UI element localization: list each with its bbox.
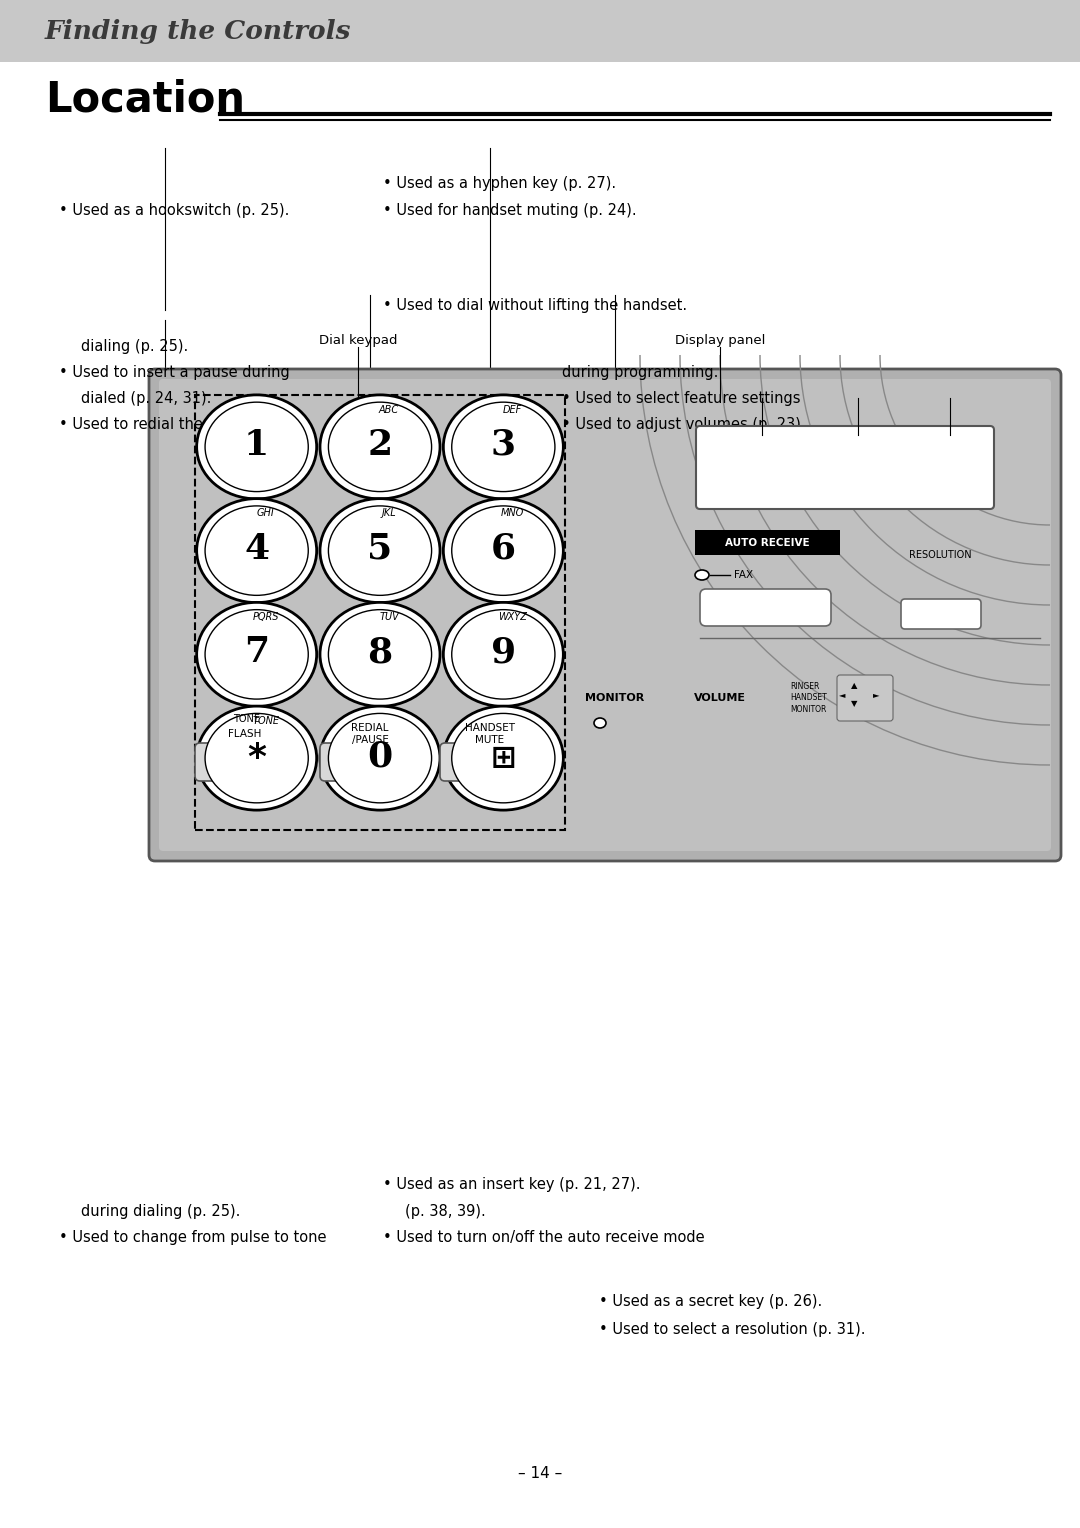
Text: GHI: GHI xyxy=(257,509,274,518)
Ellipse shape xyxy=(451,506,555,596)
Ellipse shape xyxy=(328,506,432,596)
Ellipse shape xyxy=(443,394,564,498)
Text: DEF: DEF xyxy=(502,405,522,414)
Text: ⊞: ⊞ xyxy=(490,744,516,773)
FancyBboxPatch shape xyxy=(700,588,831,626)
Text: REDIAL: REDIAL xyxy=(351,723,389,733)
Text: JKL: JKL xyxy=(381,509,396,518)
Ellipse shape xyxy=(594,718,606,727)
Text: ►: ► xyxy=(873,691,879,700)
Text: AUTO RECEIVE: AUTO RECEIVE xyxy=(725,538,810,547)
Bar xyxy=(195,396,565,830)
Text: – 14 –: – 14 – xyxy=(518,1465,562,1481)
Text: RINGER
HANDSET
MONITOR: RINGER HANDSET MONITOR xyxy=(789,681,827,714)
Ellipse shape xyxy=(443,602,564,706)
Ellipse shape xyxy=(451,610,555,700)
Text: FAX: FAX xyxy=(734,570,753,581)
Ellipse shape xyxy=(205,610,308,700)
FancyBboxPatch shape xyxy=(696,426,994,509)
Text: FLASH: FLASH xyxy=(228,729,261,740)
Bar xyxy=(696,530,840,555)
Text: during dialing (p. 25).: during dialing (p. 25). xyxy=(81,1204,241,1219)
Ellipse shape xyxy=(696,570,708,581)
Text: (p. 38, 39).: (p. 38, 39). xyxy=(405,1204,486,1219)
FancyBboxPatch shape xyxy=(320,743,420,781)
FancyBboxPatch shape xyxy=(901,599,981,630)
Text: MONITOR: MONITOR xyxy=(585,694,645,703)
Text: • Used to change from pulse to tone: • Used to change from pulse to tone xyxy=(59,1230,327,1245)
Text: 3: 3 xyxy=(490,428,516,461)
Ellipse shape xyxy=(320,706,440,810)
Text: VOLUME: VOLUME xyxy=(694,694,746,703)
Text: • Used to select a resolution (p. 31).: • Used to select a resolution (p. 31). xyxy=(599,1322,866,1337)
Text: ▼: ▼ xyxy=(851,700,858,709)
FancyBboxPatch shape xyxy=(159,379,1051,851)
Ellipse shape xyxy=(197,706,316,810)
Ellipse shape xyxy=(328,402,432,492)
Ellipse shape xyxy=(205,714,308,802)
FancyBboxPatch shape xyxy=(195,743,295,781)
Ellipse shape xyxy=(451,402,555,492)
Text: • Used as a secret key (p. 26).: • Used as a secret key (p. 26). xyxy=(599,1294,823,1309)
Text: Location: Location xyxy=(45,79,245,121)
Ellipse shape xyxy=(320,602,440,706)
Text: Dial keypad: Dial keypad xyxy=(319,335,397,347)
Text: 9: 9 xyxy=(490,636,516,669)
Ellipse shape xyxy=(328,714,432,802)
Ellipse shape xyxy=(197,394,316,498)
Text: ABC: ABC xyxy=(379,405,400,414)
Text: during programming.: during programming. xyxy=(562,365,718,380)
Text: 4: 4 xyxy=(244,532,269,565)
Text: Display panel: Display panel xyxy=(675,335,766,347)
Text: • Used to insert a pause during: • Used to insert a pause during xyxy=(59,365,291,380)
Bar xyxy=(0,0,1080,63)
Ellipse shape xyxy=(320,498,440,602)
Ellipse shape xyxy=(197,498,316,602)
Text: 6: 6 xyxy=(490,532,516,565)
Text: *: * xyxy=(247,741,266,775)
Text: Finding the Controls: Finding the Controls xyxy=(45,18,351,43)
Text: dialed (p. 24, 31).: dialed (p. 24, 31). xyxy=(81,391,212,406)
FancyBboxPatch shape xyxy=(149,368,1061,860)
Text: MNO: MNO xyxy=(501,509,524,518)
Text: PQRS: PQRS xyxy=(253,613,279,622)
Ellipse shape xyxy=(320,394,440,498)
Ellipse shape xyxy=(205,402,308,492)
Text: • Used as an insert key (p. 21, 27).: • Used as an insert key (p. 21, 27). xyxy=(383,1177,640,1192)
Text: 8: 8 xyxy=(367,636,392,669)
Text: dialing (p. 25).: dialing (p. 25). xyxy=(81,339,188,354)
Text: • Used as a hyphen key (p. 27).: • Used as a hyphen key (p. 27). xyxy=(383,176,617,191)
Text: MUTE: MUTE xyxy=(475,735,504,746)
Text: • Used to redial the last number: • Used to redial the last number xyxy=(59,417,297,432)
Text: 0: 0 xyxy=(367,740,393,773)
Text: TONE: TONE xyxy=(252,717,279,726)
Text: 7: 7 xyxy=(244,636,269,669)
Text: WXYZ: WXYZ xyxy=(498,613,527,622)
Ellipse shape xyxy=(197,602,316,706)
Text: • Used to adjust volumes (p. 23).: • Used to adjust volumes (p. 23). xyxy=(562,417,806,432)
Text: • Used to dial without lifting the handset.: • Used to dial without lifting the hands… xyxy=(383,298,688,313)
Ellipse shape xyxy=(205,506,308,596)
Ellipse shape xyxy=(451,714,555,802)
Text: ◄: ◄ xyxy=(839,691,846,700)
Ellipse shape xyxy=(328,610,432,700)
FancyBboxPatch shape xyxy=(837,675,893,721)
Text: ▲: ▲ xyxy=(851,681,858,691)
Text: TONE: TONE xyxy=(232,714,259,724)
Text: • Used for handset muting (p. 24).: • Used for handset muting (p. 24). xyxy=(383,203,637,219)
Text: • Used to turn on/off the auto receive mode: • Used to turn on/off the auto receive m… xyxy=(383,1230,705,1245)
Text: RESOLUTION: RESOLUTION xyxy=(908,550,971,559)
Text: 1: 1 xyxy=(244,428,269,461)
Ellipse shape xyxy=(443,498,564,602)
Text: 5: 5 xyxy=(367,532,393,565)
Text: TUV: TUV xyxy=(379,613,399,622)
Text: 2: 2 xyxy=(367,428,392,461)
Ellipse shape xyxy=(443,706,564,810)
FancyBboxPatch shape xyxy=(440,743,540,781)
Text: • Used to select feature settings: • Used to select feature settings xyxy=(562,391,800,406)
Text: HANDSET: HANDSET xyxy=(465,723,515,733)
Text: /PAUSE: /PAUSE xyxy=(352,735,389,746)
Text: • Used as a hookswitch (p. 25).: • Used as a hookswitch (p. 25). xyxy=(59,203,289,219)
